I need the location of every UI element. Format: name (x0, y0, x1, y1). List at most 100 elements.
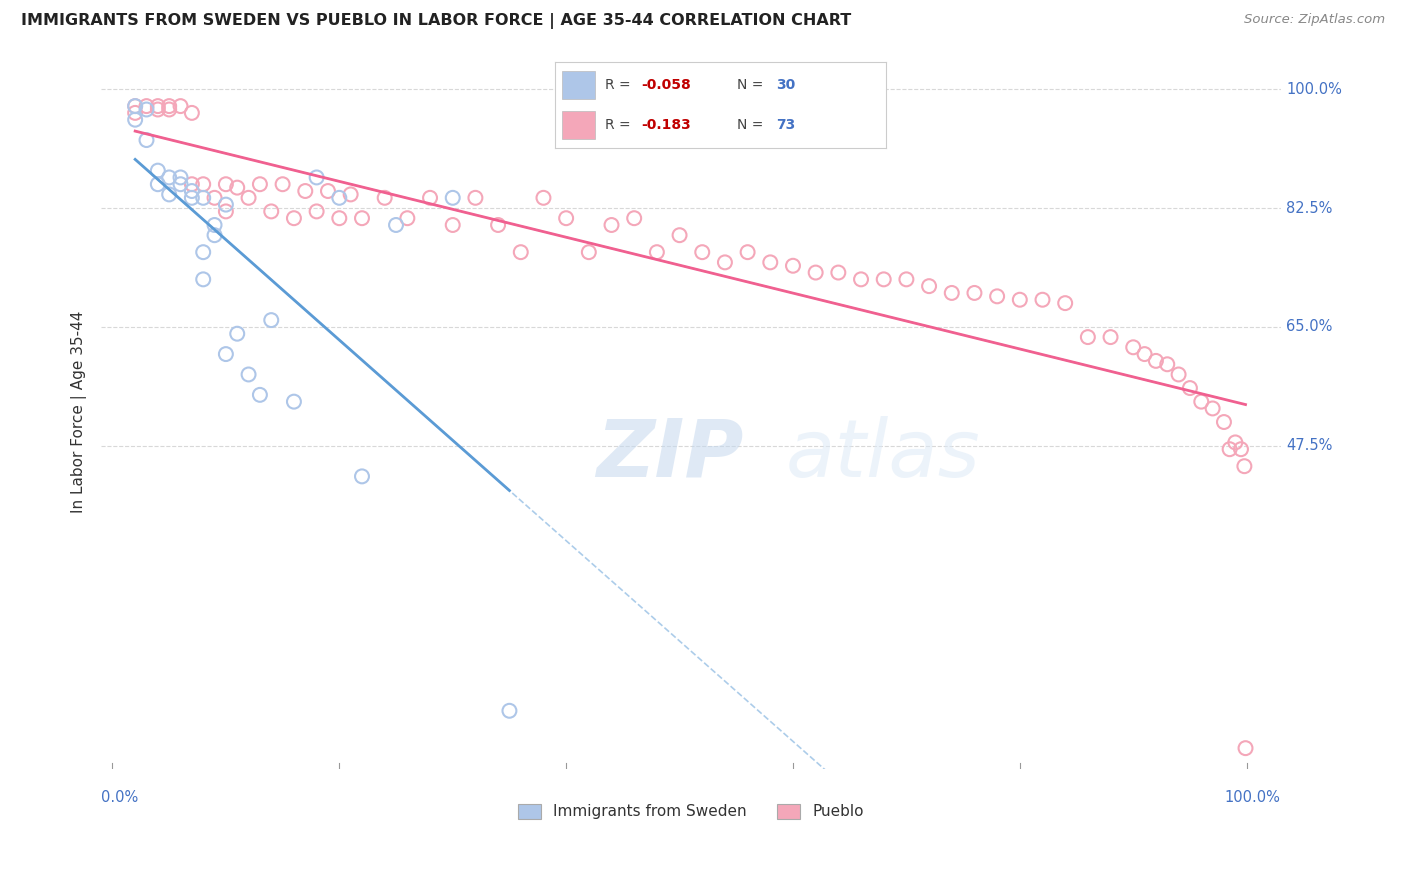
Point (873, 272, 896, 286)
Point (260, 313, 283, 327)
Point (193, 191, 215, 205)
Text: 82.5%: 82.5% (1286, 201, 1333, 216)
Point (419, 191, 441, 205)
Point (1133, 347, 1156, 361)
Point (1230, 442, 1253, 457)
Point (169, 170, 191, 185)
Point (668, 228, 690, 243)
Point (896, 272, 918, 286)
Point (193, 245, 215, 260)
Point (226, 180, 249, 194)
Point (204, 218, 226, 232)
Point (963, 285, 986, 300)
Text: ZIP: ZIP (596, 416, 744, 493)
Point (350, 211, 373, 226)
Point (204, 228, 226, 243)
Point (1233, 459, 1256, 474)
Point (249, 178, 271, 192)
Point (157, 187, 180, 202)
Point (1054, 296, 1077, 310)
Point (1031, 293, 1053, 307)
Point (226, 326, 249, 341)
Point (204, 191, 226, 205)
Text: Source: ZipAtlas.com: Source: ZipAtlas.com (1244, 13, 1385, 27)
Text: atlas: atlas (786, 416, 980, 493)
Point (193, 178, 215, 192)
Point (157, 99, 180, 113)
Point (215, 197, 238, 211)
Point (1219, 442, 1241, 457)
Point (135, 103, 157, 117)
Point (157, 103, 180, 117)
Point (555, 211, 578, 226)
Point (464, 191, 486, 205)
Point (1234, 741, 1257, 756)
Point (1077, 330, 1099, 344)
Point (124, 112, 146, 127)
Point (941, 285, 963, 300)
Point (600, 218, 623, 232)
Point (260, 204, 283, 219)
Point (283, 394, 305, 409)
Text: IMMIGRANTS FROM SWEDEN VS PUEBLO IN LABOR FORCE | AGE 35-44 CORRELATION CHART: IMMIGRANTS FROM SWEDEN VS PUEBLO IN LABO… (21, 13, 852, 29)
Point (135, 133, 157, 147)
Point (350, 469, 373, 483)
Text: 100.0%: 100.0% (1286, 81, 1343, 96)
Point (737, 245, 759, 260)
Y-axis label: In Labor Force | Age 35-44: In Labor Force | Age 35-44 (72, 310, 87, 513)
Point (486, 218, 509, 232)
Point (124, 106, 146, 120)
Text: 0.0%: 0.0% (101, 790, 138, 805)
Point (498, 704, 520, 718)
Text: 100.0%: 100.0% (1225, 790, 1281, 805)
Point (509, 245, 531, 260)
Point (316, 184, 339, 198)
Point (238, 191, 260, 205)
Point (135, 99, 157, 113)
Legend: Immigrants from Sweden, Pueblo: Immigrants from Sweden, Pueblo (512, 797, 870, 826)
Point (1156, 357, 1178, 371)
Point (157, 170, 180, 185)
Point (827, 266, 849, 280)
Point (124, 99, 146, 113)
Point (533, 191, 555, 205)
Point (1144, 354, 1167, 368)
Point (146, 103, 169, 117)
Point (849, 272, 872, 286)
Point (441, 191, 464, 205)
Point (339, 187, 361, 202)
Point (305, 204, 328, 219)
Point (1167, 368, 1189, 382)
Point (305, 170, 328, 185)
Point (645, 245, 668, 260)
Point (1122, 340, 1144, 354)
Point (180, 106, 202, 120)
Point (759, 255, 782, 269)
Point (249, 388, 271, 402)
Point (441, 218, 464, 232)
Point (804, 266, 827, 280)
Point (1213, 415, 1236, 429)
Point (328, 191, 350, 205)
Point (238, 368, 260, 382)
Point (328, 211, 350, 226)
Point (1008, 293, 1031, 307)
Point (169, 178, 191, 192)
Point (782, 259, 804, 273)
Point (623, 211, 645, 226)
Point (146, 99, 169, 113)
Point (1189, 394, 1212, 409)
Point (294, 184, 316, 198)
Point (146, 163, 169, 178)
Text: 47.5%: 47.5% (1286, 438, 1333, 453)
Point (1099, 330, 1122, 344)
Point (986, 289, 1008, 303)
Point (1178, 381, 1201, 395)
Point (169, 99, 191, 113)
Point (1201, 401, 1223, 416)
Point (385, 218, 408, 232)
Point (690, 245, 713, 260)
Point (215, 178, 238, 192)
Point (918, 279, 941, 293)
Point (180, 184, 202, 198)
